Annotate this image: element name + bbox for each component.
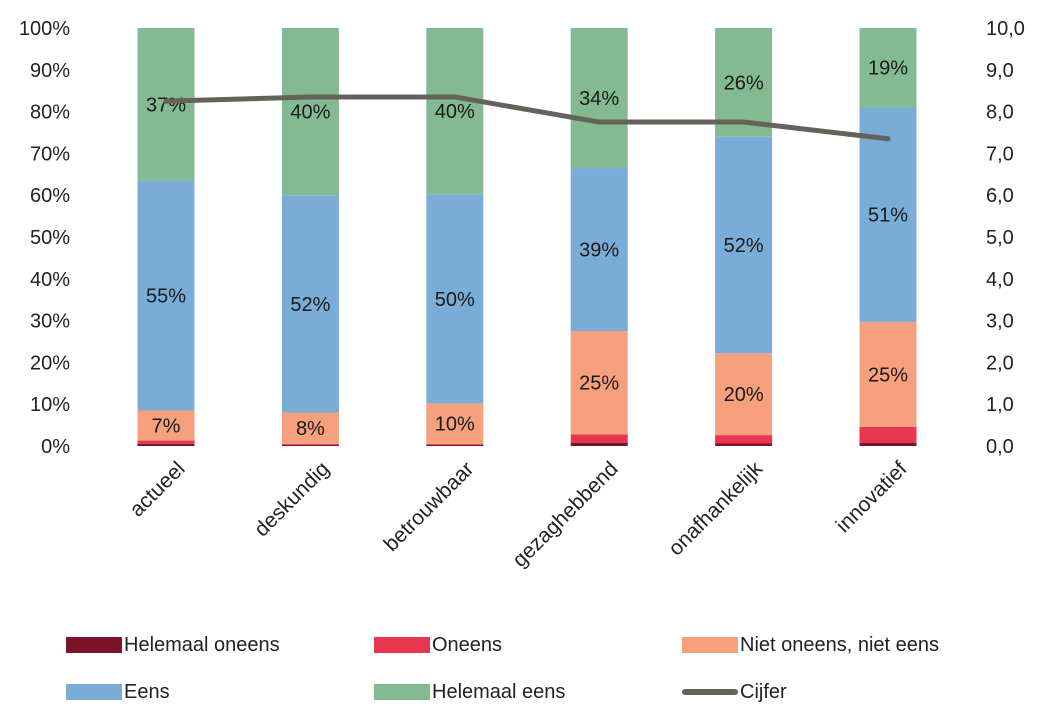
- category-label-innovatief: innovatief: [832, 457, 912, 537]
- legend-item-niet-oneens-niet-eens: Niet oneens, niet eens: [682, 630, 939, 660]
- right-tick-label: 0,0: [986, 436, 1014, 458]
- data-label-niet-oneens-niet-eens-deskundig: 8%: [296, 418, 325, 440]
- right-tick-label: 9,0: [986, 60, 1014, 82]
- category-label-gezaghebbend: gezaghebbend: [508, 457, 623, 572]
- bar-segment-niet-oneens-niet-eens-onafhankelijk: [715, 353, 773, 436]
- legend-swatch-cijfer: [682, 689, 738, 695]
- data-label-eens-onafhankelijk: 52%: [724, 235, 764, 257]
- right-tick-label: 2,0: [986, 352, 1014, 374]
- data-label-eens-betrouwbaar: 50%: [435, 289, 475, 311]
- bar-segment-helemaal-oneens-gezaghebbend: [570, 442, 628, 446]
- right-tick-label: 7,0: [986, 143, 1014, 165]
- legend-label-helemaal-oneens: Helemaal oneens: [124, 633, 280, 656]
- data-label-helemaal-eens-gezaghebbend: 34%: [579, 88, 619, 110]
- right-tick-label: 8,0: [986, 102, 1014, 124]
- data-label-helemaal-eens-deskundig: 40%: [290, 102, 330, 124]
- data-label-eens-deskundig: 52%: [290, 294, 330, 316]
- bar-segment-helemaal-oneens-betrouwbaar: [426, 444, 484, 446]
- left-tick-label: 20%: [30, 352, 70, 374]
- legend-item-helemaal-oneens: Helemaal oneens: [66, 630, 280, 660]
- legend-item-oneens: Oneens: [374, 630, 502, 660]
- bar-segment-helemaal-eens-gezaghebbend: [570, 28, 628, 169]
- legend-label-helemaal-eens: Helemaal eens: [432, 680, 566, 703]
- bar-segment-oneens-gezaghebbend: [570, 434, 628, 443]
- data-label-eens-actueel: 55%: [146, 286, 186, 308]
- bar-segment-helemaal-eens-onafhankelijk: [715, 28, 773, 137]
- right-tick-label: 10,0: [986, 18, 1025, 40]
- bar-segment-helemaal-oneens-innovatief: [859, 442, 917, 446]
- bar-segment-helemaal-oneens-deskundig: [281, 444, 339, 446]
- legend-swatch-helemaal-oneens: [66, 637, 122, 653]
- category-label-betrouwbaar: betrouwbaar: [380, 457, 479, 556]
- data-label-eens-gezaghebbend: 39%: [579, 240, 619, 262]
- legend-label-cijfer: Cijfer: [740, 680, 787, 703]
- bar-segment-helemaal-oneens-actueel: [137, 443, 195, 446]
- legend: Helemaal oneens Oneens Niet oneens, niet…: [0, 620, 1042, 707]
- left-tick-label: 30%: [30, 311, 70, 333]
- data-label-niet-oneens-niet-eens-betrouwbaar: 10%: [435, 414, 475, 436]
- left-tick-label: 90%: [30, 60, 70, 82]
- left-tick-label: 40%: [30, 269, 70, 291]
- data-label-niet-oneens-niet-eens-actueel: 7%: [152, 416, 181, 438]
- legend-item-helemaal-eens: Helemaal eens: [374, 677, 565, 707]
- right-tick-label: 5,0: [986, 227, 1014, 249]
- legend-swatch-oneens: [374, 637, 430, 653]
- bar-segment-helemaal-eens-betrouwbaar: [426, 28, 484, 195]
- legend-label-niet-oneens-niet-eens: Niet oneens, niet eens: [740, 633, 940, 656]
- bar-segment-eens-actueel: [137, 180, 195, 411]
- left-tick-label: 100%: [19, 18, 70, 40]
- left-tick-label: 50%: [30, 227, 70, 249]
- data-label-eens-innovatief: 51%: [868, 205, 908, 227]
- bar-segment-niet-oneens-niet-eens-betrouwbaar: [426, 403, 484, 444]
- bar-segment-helemaal-eens-actueel: [137, 28, 195, 181]
- stacked-bar-line-chart: 0% 10% 20% 30% 40% 50% 60% 70% 80% 90% 100% 0,0 1,0 2…: [19, 18, 1025, 572]
- bar-segment-oneens-deskundig: [281, 443, 339, 445]
- bar-segment-oneens-betrouwbaar: [426, 443, 484, 445]
- bar-segment-niet-oneens-niet-eens-deskundig: [281, 412, 339, 444]
- bar-segment-niet-oneens-niet-eens-actueel: [137, 410, 195, 441]
- data-label-niet-oneens-niet-eens-onafhankelijk: 20%: [724, 384, 764, 406]
- bar-segment-helemaal-eens-innovatief: [859, 28, 917, 108]
- line-cijfer: [163, 94, 891, 142]
- category-label-onafhankelijk: onafhankelijk: [664, 457, 767, 560]
- legend-swatch-niet-oneens-niet-eens: [682, 637, 738, 653]
- legend-swatch-helemaal-eens: [374, 684, 430, 700]
- legend-label-oneens: Oneens: [432, 633, 503, 656]
- bar-segment-helemaal-eens-deskundig: [281, 28, 339, 196]
- left-tick-label: 80%: [30, 102, 70, 124]
- bar-segment-eens-onafhankelijk: [715, 136, 773, 354]
- bar-segment-niet-oneens-niet-eens-innovatief: [859, 321, 917, 427]
- bar-segment-eens-gezaghebbend: [570, 168, 628, 332]
- right-tick-label: 3,0: [986, 311, 1014, 333]
- bar-segment-eens-betrouwbaar: [426, 194, 484, 404]
- data-label-helemaal-eens-innovatief: 19%: [868, 58, 908, 80]
- bar-segment-eens-deskundig: [281, 195, 339, 413]
- left-tick-label: 10%: [30, 394, 70, 416]
- bar-segment-helemaal-oneens-onafhankelijk: [715, 443, 773, 446]
- right-tick-label: 1,0: [986, 394, 1014, 416]
- legend-item-cijfer: Cijfer: [682, 677, 787, 707]
- data-label-helemaal-eens-onafhankelijk: 26%: [724, 72, 764, 94]
- right-tick-label: 4,0: [986, 269, 1014, 291]
- data-label-niet-oneens-niet-eens-gezaghebbend: 25%: [579, 373, 619, 395]
- bar-segment-eens-innovatief: [859, 107, 917, 322]
- bar-segment-niet-oneens-niet-eens-gezaghebbend: [570, 331, 628, 435]
- right-tick-label: 6,0: [986, 185, 1014, 207]
- data-label-niet-oneens-niet-eens-innovatief: 25%: [868, 364, 908, 386]
- category-label-actueel: actueel: [125, 457, 189, 521]
- left-tick-label: 0%: [41, 436, 70, 458]
- bar-segment-oneens-actueel: [137, 440, 195, 444]
- legend-item-eens: Eens: [66, 677, 170, 707]
- legend-label-eens: Eens: [124, 680, 170, 703]
- bar-segment-oneens-onafhankelijk: [715, 435, 773, 444]
- legend-swatch-eens: [66, 684, 122, 700]
- left-tick-label: 60%: [30, 185, 70, 207]
- left-tick-label: 70%: [30, 143, 70, 165]
- category-label-deskundig: deskundig: [250, 457, 334, 541]
- data-label-helemaal-eens-betrouwbaar: 40%: [435, 101, 475, 123]
- bar-segment-oneens-innovatief: [859, 426, 917, 443]
- data-label-helemaal-eens-actueel: 37%: [146, 94, 186, 116]
